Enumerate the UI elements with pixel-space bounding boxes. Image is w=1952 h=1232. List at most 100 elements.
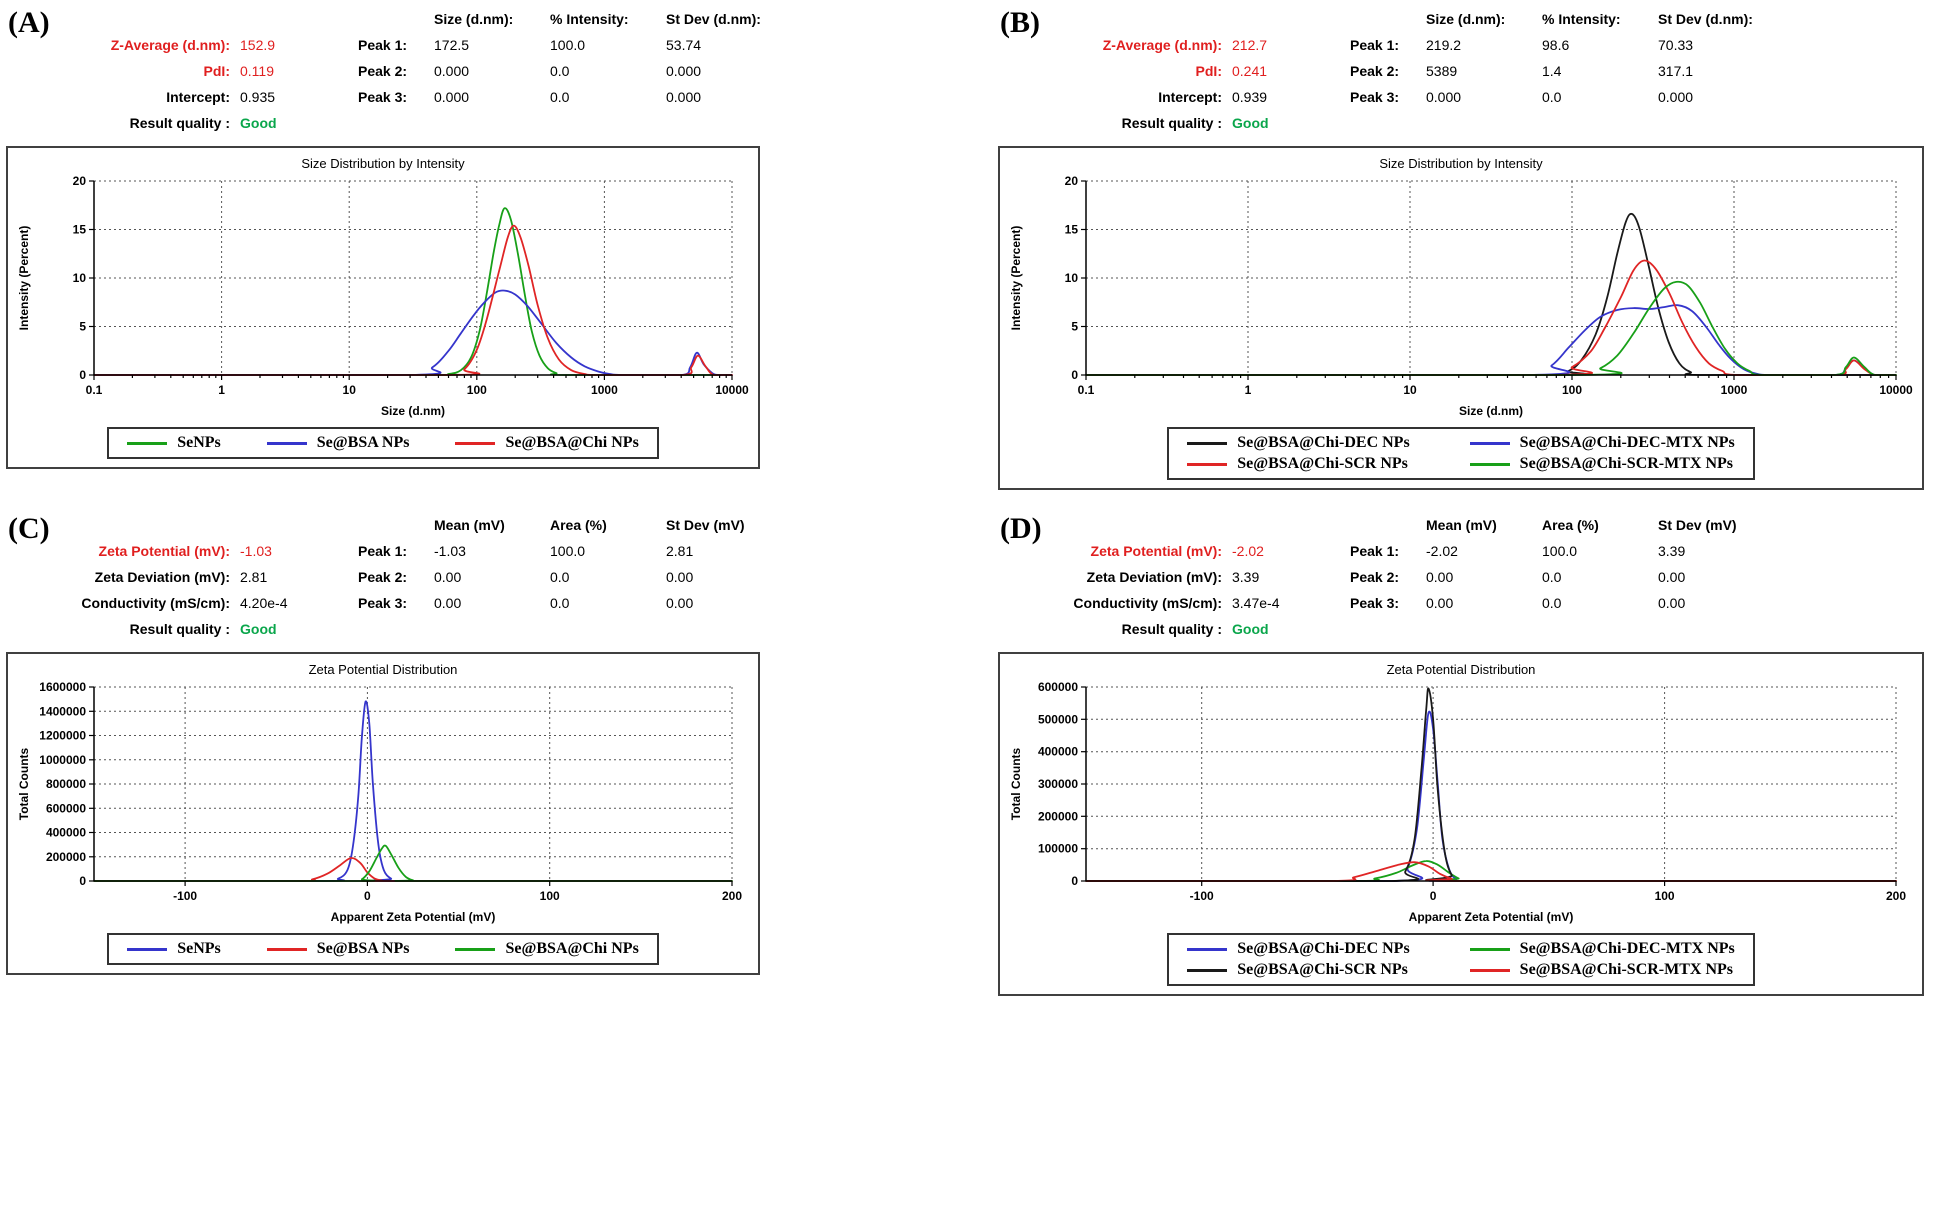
svg-text:600000: 600000 [1038, 680, 1078, 694]
legend-item: Se@BSA@Chi-SCR-MTX NPs [1469, 961, 1735, 979]
svg-text:10: 10 [1065, 271, 1079, 285]
legend-label: Se@BSA@Chi-DEC-MTX NPs [1519, 940, 1735, 957]
legend-item: SeNPs [127, 434, 221, 452]
svg-text:0: 0 [364, 889, 371, 903]
legend-label: Se@BSA@Chi-SCR-MTX NPs [1519, 961, 1734, 978]
legend-line-swatch [455, 947, 496, 951]
peak-row: Peak 3: 0.000 0.0 0.000 [1350, 84, 1774, 110]
panel-label: (B) [1000, 6, 1040, 39]
stats-block: Zeta Potential (mV): -2.02 Zeta Deviation … [1056, 512, 1324, 652]
peak-value: 53.74 [666, 37, 702, 53]
svg-text:10: 10 [343, 383, 357, 397]
legend-label: SeNPs [177, 940, 221, 957]
peak-row: Peak 3: 0.00 0.0 0.00 [358, 590, 782, 616]
peaks-col-header: Area (%) [550, 517, 607, 533]
stat-row: Result quality : Good [1056, 110, 1324, 136]
curve-se-bsa-nps [93, 857, 733, 882]
legend-line-swatch [1187, 462, 1228, 466]
panel-label: (A) [8, 6, 50, 39]
svg-text:200000: 200000 [1038, 809, 1078, 823]
peak-row-name: Peak 2: [358, 569, 408, 585]
peak-value: -2.02 [1426, 543, 1458, 559]
stat-label: Intercept: [166, 89, 230, 105]
panel-D: (D) Zeta Potential (mV): -2.02 Zeta Deviati… [976, 506, 1952, 1232]
panel-header: (A) Z-Average (d.nm): 152.9 PdI: 0.119 Interc… [0, 0, 976, 146]
peak-value: 0.000 [666, 63, 702, 79]
peak-value: 0.000 [666, 89, 702, 105]
peaks-col-header: % Intensity: [1542, 11, 1621, 27]
peaks-col-header: St Dev (d.nm): [666, 11, 761, 27]
peak-row-name: Peak 2: [358, 63, 408, 79]
svg-text:500000: 500000 [1038, 712, 1078, 726]
peaks-table: Size (d.nm): % Intensity: St Dev (d.nm): Pe… [358, 6, 782, 146]
svg-text:1: 1 [1245, 383, 1252, 397]
peak-value: 100.0 [1542, 543, 1578, 559]
svg-text:20: 20 [1065, 174, 1079, 188]
peak-row: Peak 1: -1.03 100.0 2.81 [358, 538, 782, 564]
peak-value: 0.00 [666, 569, 694, 585]
svg-text:0: 0 [79, 874, 86, 888]
svg-text:5: 5 [1071, 320, 1078, 334]
peaks-col-header: St Dev (d.nm): [1658, 11, 1753, 27]
peak-row-name: Peak 1: [1350, 543, 1400, 559]
chart-plot: 0 5 10 15 20 0.1 1 10 100 1000 10000 Size (d.nm) Int… [1009, 174, 1913, 418]
stat-label: Conductivity (mS/cm): [1073, 595, 1222, 611]
stat-label: Z-Average (d.nm): [1102, 37, 1222, 53]
peak-value: 0.0 [550, 595, 570, 611]
stat-row: Result quality : Good [1056, 616, 1324, 642]
stat-row: Result quality : Good [64, 616, 332, 642]
chart-plot: 0 200000 400000 600000 800000 1000000 1200000 1… [17, 680, 742, 924]
svg-text:10: 10 [1403, 383, 1417, 397]
peak-value: 0.00 [434, 595, 462, 611]
peak-value: 0.0 [550, 569, 570, 585]
panel-label: (D) [1000, 512, 1042, 545]
stat-value: 0.939 [1232, 89, 1268, 105]
svg-text:100: 100 [1655, 889, 1675, 903]
legend-item: Se@BSA NPs [266, 940, 409, 958]
curve-senps [93, 700, 733, 882]
legend-item: Se@BSA@Chi-DEC-MTX NPs [1469, 434, 1735, 452]
peak-value: 0.00 [1426, 569, 1454, 585]
peak-value: 0.00 [1426, 595, 1454, 611]
stat-value: Good [1232, 115, 1269, 131]
legend-line-swatch [455, 441, 496, 445]
legend-line-swatch [266, 441, 307, 445]
peak-value: 0.0 [1542, 89, 1562, 105]
legend-item: Se@BSA@Chi-DEC-MTX NPs [1469, 940, 1735, 958]
peak-value: 3.39 [1658, 543, 1686, 559]
legend: SeNPs Se@BSA NPs Se@BSA@Chi NPs [107, 933, 659, 965]
peak-value: 0.000 [434, 89, 470, 105]
svg-text:400000: 400000 [1038, 745, 1078, 759]
legend-item: Se@BSA@Chi NPs [455, 940, 639, 958]
curve-se-bsa-chi-nps [93, 844, 733, 882]
chart-title: Zeta Potential Distribution [1386, 662, 1536, 677]
stat-value: 2.81 [240, 569, 268, 585]
stat-row: Intercept: 0.935 [64, 84, 332, 110]
svg-text:1: 1 [218, 383, 225, 397]
chart-title: Zeta Potential Distribution [308, 662, 458, 677]
panel-header: (D) Zeta Potential (mV): -2.02 Zeta Deviati… [992, 506, 1952, 652]
legend-item: Se@BSA@Chi-SCR NPs [1187, 455, 1409, 473]
peak-value: 0.00 [666, 595, 694, 611]
peak-row: Peak 3: 0.00 0.0 0.00 [1350, 590, 1774, 616]
svg-text:100: 100 [467, 383, 487, 397]
curve-se-bsa-chi-scr-nps [1085, 259, 1897, 376]
y-axis-title: Intensity (Percent) [17, 226, 31, 331]
peak-row: Peak 1: 172.5 100.0 53.74 [358, 32, 782, 58]
stat-row: Z-Average (d.nm): 152.9 [64, 32, 332, 58]
peak-value: 0.0 [550, 63, 570, 79]
peak-value: 317.1 [1658, 63, 1694, 79]
y-axis-title: Total Counts [1009, 747, 1023, 820]
legend-item: Se@BSA@Chi-DEC NPs [1187, 940, 1410, 958]
svg-text:0.1: 0.1 [86, 383, 103, 397]
legend-line-swatch [1187, 947, 1228, 951]
peaks-col-header: % Intensity: [550, 11, 629, 27]
stat-value: Good [240, 115, 277, 131]
legend-label: Se@BSA@Chi-SCR NPs [1237, 455, 1408, 472]
peak-value: 0.0 [1542, 595, 1562, 611]
peaks-table: Size (d.nm): % Intensity: St Dev (d.nm): Pe… [1350, 6, 1774, 146]
stat-value: 0.119 [240, 63, 274, 79]
legend: Se@BSA@Chi-DEC NPs Se@BSA@Chi-DEC-MTX NPs… [1167, 427, 1755, 480]
peak-row-name: Peak 3: [1350, 595, 1400, 611]
